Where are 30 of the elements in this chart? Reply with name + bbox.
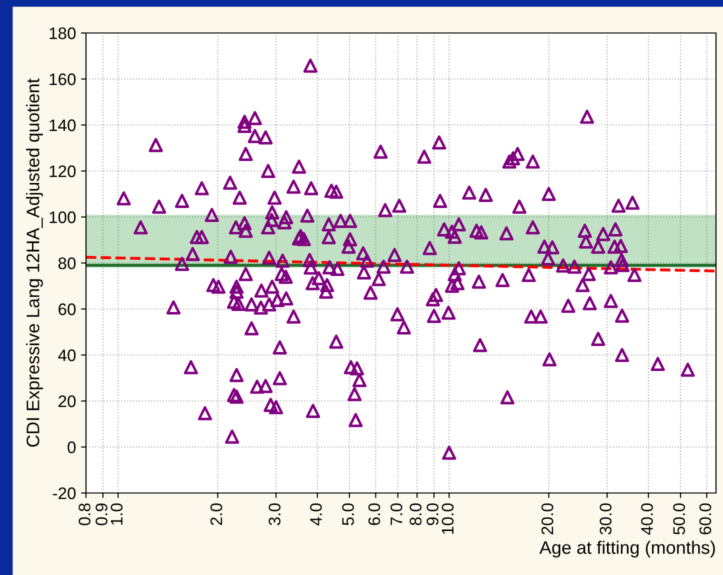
y-tick-label: 20	[58, 395, 76, 408]
x-tick-label: 8.0	[410, 503, 422, 526]
y-tick-label: 120	[50, 165, 76, 178]
y-tick-label: 60	[58, 303, 76, 316]
x-tick-label: 6.0	[368, 503, 380, 526]
y-tick-label: 0	[68, 441, 76, 454]
x-tick-label: 7.0	[390, 503, 402, 526]
y-tick-label: 140	[50, 119, 76, 132]
x-tick-label: 9.0	[426, 503, 438, 526]
x-tick-label: 30.0	[600, 503, 612, 535]
x-tick-label: 0.8	[78, 503, 90, 526]
x-tick-label: 2.0	[210, 503, 222, 526]
y-tick-label: 160	[50, 73, 76, 86]
x-tick-label: 3.0	[268, 503, 280, 526]
y-tick-label: 80	[58, 257, 76, 270]
y-tick-label: 40	[58, 349, 76, 362]
y-tick-label: -20	[52, 487, 76, 500]
y-axis-title: CDI Expressive Lang 12HA_Adjusted quotient	[26, 78, 43, 447]
x-tick-label: 1.0	[110, 503, 123, 525]
y-tick-label: 180	[50, 27, 76, 40]
x-tick-label: 40.0	[641, 503, 653, 535]
x-tick-label: 50.0	[673, 503, 685, 534]
x-axis-title: Age at fitting (months)	[539, 540, 715, 558]
x-tick-label: 10.0	[442, 503, 454, 534]
x-tick-label: 5.0	[342, 503, 354, 526]
y-tick-label: 100	[50, 211, 76, 224]
x-tick-label: 0.9	[96, 504, 108, 526]
x-tick-label: 20.0	[541, 503, 554, 534]
x-tick-label: 4.0	[310, 503, 322, 526]
x-tick-label: 60.0	[699, 503, 712, 534]
